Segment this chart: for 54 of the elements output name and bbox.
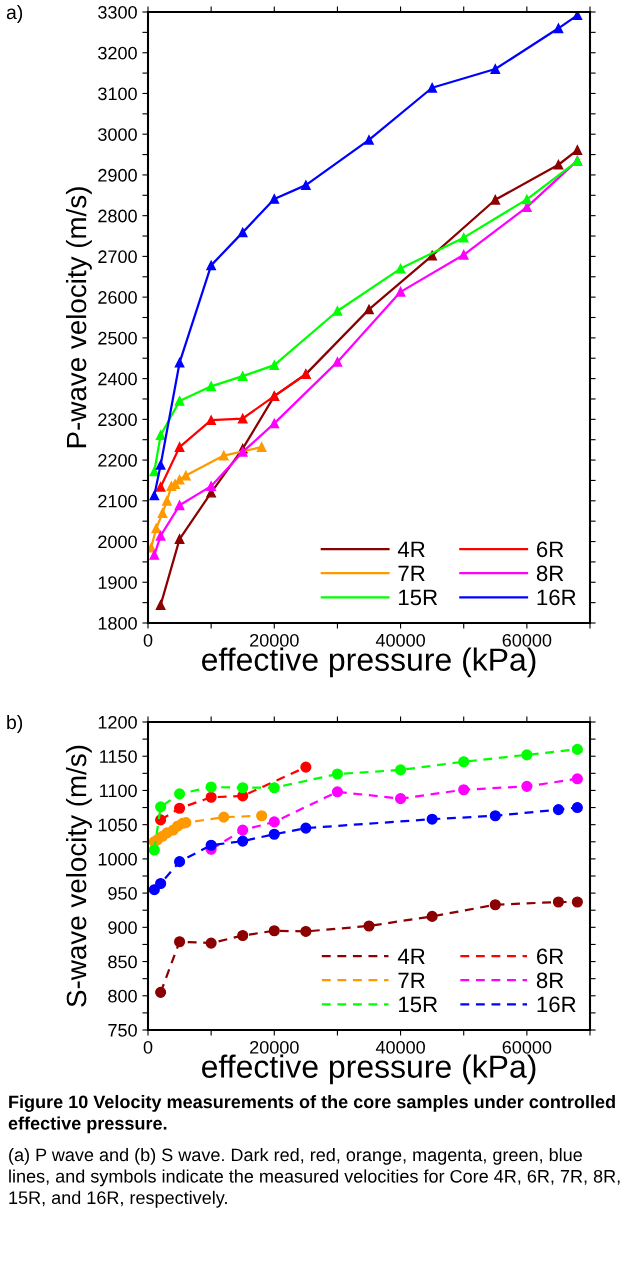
legend-label: 16R	[537, 996, 576, 1013]
legend-label: 4R	[397, 541, 425, 557]
x-axis-title: effective pressure (kPa)	[201, 1054, 536, 1085]
x-tick-label: 20000	[250, 1040, 299, 1054]
legend-label: 4R	[397, 948, 425, 964]
x-tick-label: 20000	[250, 633, 299, 647]
y-tick-label: 2500	[98, 331, 137, 345]
chart-title: b)	[7, 714, 23, 734]
legend-label: 8R	[536, 565, 564, 582]
text: (a) P wave and (b) S wave. Dark red, red, orange, magenta, green, blue lines, and symbols indicate the measured velocities for Core 4R, 6R, 7R, 8R, 15R, and 16R, respectively.	[9, 1148, 620, 1208]
y-tick-label: 800	[108, 989, 137, 1003]
y-tick-label: 1050	[98, 818, 137, 832]
y-tick-label: 2700	[98, 250, 137, 264]
y-tick-label: 2900	[98, 168, 137, 182]
x-tick-label: 40000	[375, 633, 425, 647]
legend-label: 15R	[399, 589, 438, 606]
x-tick-label: 0	[143, 1040, 153, 1054]
y-tick-label: 1000	[98, 852, 137, 866]
caption: Figure 10 Velocity measurements of the core samples under controlled effective pressure.	[8, 1095, 615, 1134]
y-tick-label: 3100	[98, 87, 137, 101]
y-tick-label: 950	[108, 887, 137, 900]
y-tick-label: 2600	[98, 291, 137, 304]
legend-label: 7R	[398, 565, 425, 582]
y-tick-label: 1900	[98, 576, 137, 589]
legend-label: 16R	[537, 589, 576, 606]
x-tick-label: 60000	[502, 1040, 552, 1054]
chart-title: a)	[6, 4, 23, 24]
y-tick-label: 1100	[100, 784, 137, 798]
y-tick-label: 3000	[98, 128, 137, 141]
x-tick-label: 60000	[502, 633, 552, 647]
y-tick-label: 2400	[98, 372, 137, 386]
legend-label: 15R	[399, 996, 438, 1013]
y-tick-label: 2800	[98, 209, 137, 223]
x-axis-title: effective pressure (kPa)	[201, 647, 536, 678]
x-tick-label: 0	[143, 633, 153, 647]
y-tick-label: 1200	[98, 715, 137, 729]
y-tick-label: 1150	[100, 750, 137, 763]
y-tick-label: 2200	[98, 454, 137, 467]
y-tick-label: 2000	[98, 535, 137, 549]
y-tick-label: 1800	[98, 616, 137, 630]
legend-label: 6R	[537, 948, 564, 965]
y-tick-label: 750	[108, 1023, 137, 1037]
x-tick-label: 40000	[375, 1040, 425, 1054]
legend-label: 7R	[398, 972, 425, 989]
y-tick-label: 850	[108, 955, 137, 969]
y-tick-label: 3200	[98, 46, 137, 60]
y-tick-label: 2300	[98, 413, 137, 427]
legend-label: 8R	[536, 972, 564, 989]
y-tick-label: 900	[108, 921, 137, 935]
y-axis-title: S-wave velocity (m/s)	[65, 745, 92, 1007]
legend-label: 6R	[537, 541, 564, 558]
y-axis-title: P-wave velocity (m/s)	[65, 187, 92, 448]
y-tick-label: 2100	[98, 494, 137, 508]
y-tick-label: 3300	[98, 5, 137, 19]
